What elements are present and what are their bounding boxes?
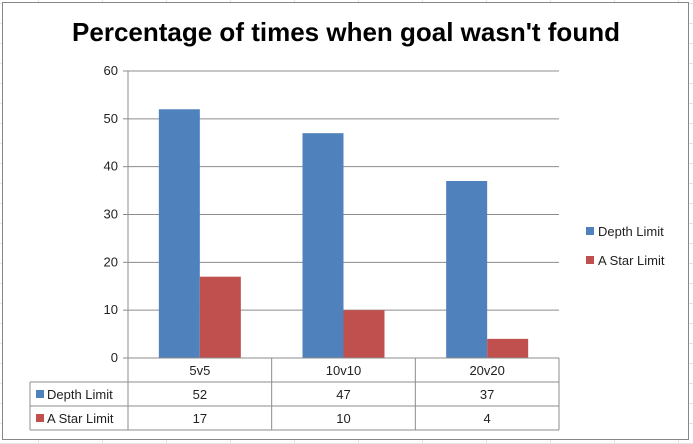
table-series-label: Depth Limit xyxy=(47,387,113,402)
legend-label: A Star Limit xyxy=(598,253,665,268)
y-tick-label: 20 xyxy=(104,254,118,269)
chart-frame[interactable] xyxy=(2,2,689,440)
y-axis: 0 10 20 30 40 50 60 xyxy=(104,63,129,365)
y-tick-label: 30 xyxy=(104,207,118,222)
data-table: 5v5 10v10 20v20 Depth Limit 52 47 37 A Star Lim… xyxy=(29,357,560,431)
data-label: 37 xyxy=(480,387,494,402)
bar-depth-limit xyxy=(158,109,200,359)
legend-label: Depth Limit xyxy=(598,224,664,239)
bar-a-star-limit xyxy=(487,338,529,358)
data-label: 4 xyxy=(484,411,491,426)
bar-depth-limit xyxy=(446,181,488,358)
bar-depth-limit xyxy=(302,133,344,358)
y-tick-label: 50 xyxy=(104,111,118,126)
data-label: 52 xyxy=(193,387,207,402)
y-tick-label: 40 xyxy=(104,159,118,174)
legend-key xyxy=(586,256,594,264)
category-label: 5v5 xyxy=(189,363,210,378)
table-legend-key xyxy=(36,390,44,398)
y-tick-label: 0 xyxy=(111,350,118,365)
data-label: 10 xyxy=(336,411,350,426)
category-label: 10v10 xyxy=(326,363,361,378)
y-tick-label: 10 xyxy=(104,302,118,317)
table-series-label: A Star Limit xyxy=(47,411,114,426)
bars xyxy=(158,109,529,359)
bar-a-star-limit xyxy=(199,276,241,358)
legend: Depth Limit A Star Limit xyxy=(586,224,665,268)
y-tick-label: 60 xyxy=(104,63,118,78)
bar-a-star-limit xyxy=(343,310,385,358)
data-label: 17 xyxy=(193,411,207,426)
legend-key xyxy=(586,227,594,235)
data-label: 47 xyxy=(336,387,350,402)
category-label: 20v20 xyxy=(469,363,504,378)
chart-title: Percentage of times when goal wasn't fou… xyxy=(72,17,620,47)
table-legend-key xyxy=(36,414,44,422)
